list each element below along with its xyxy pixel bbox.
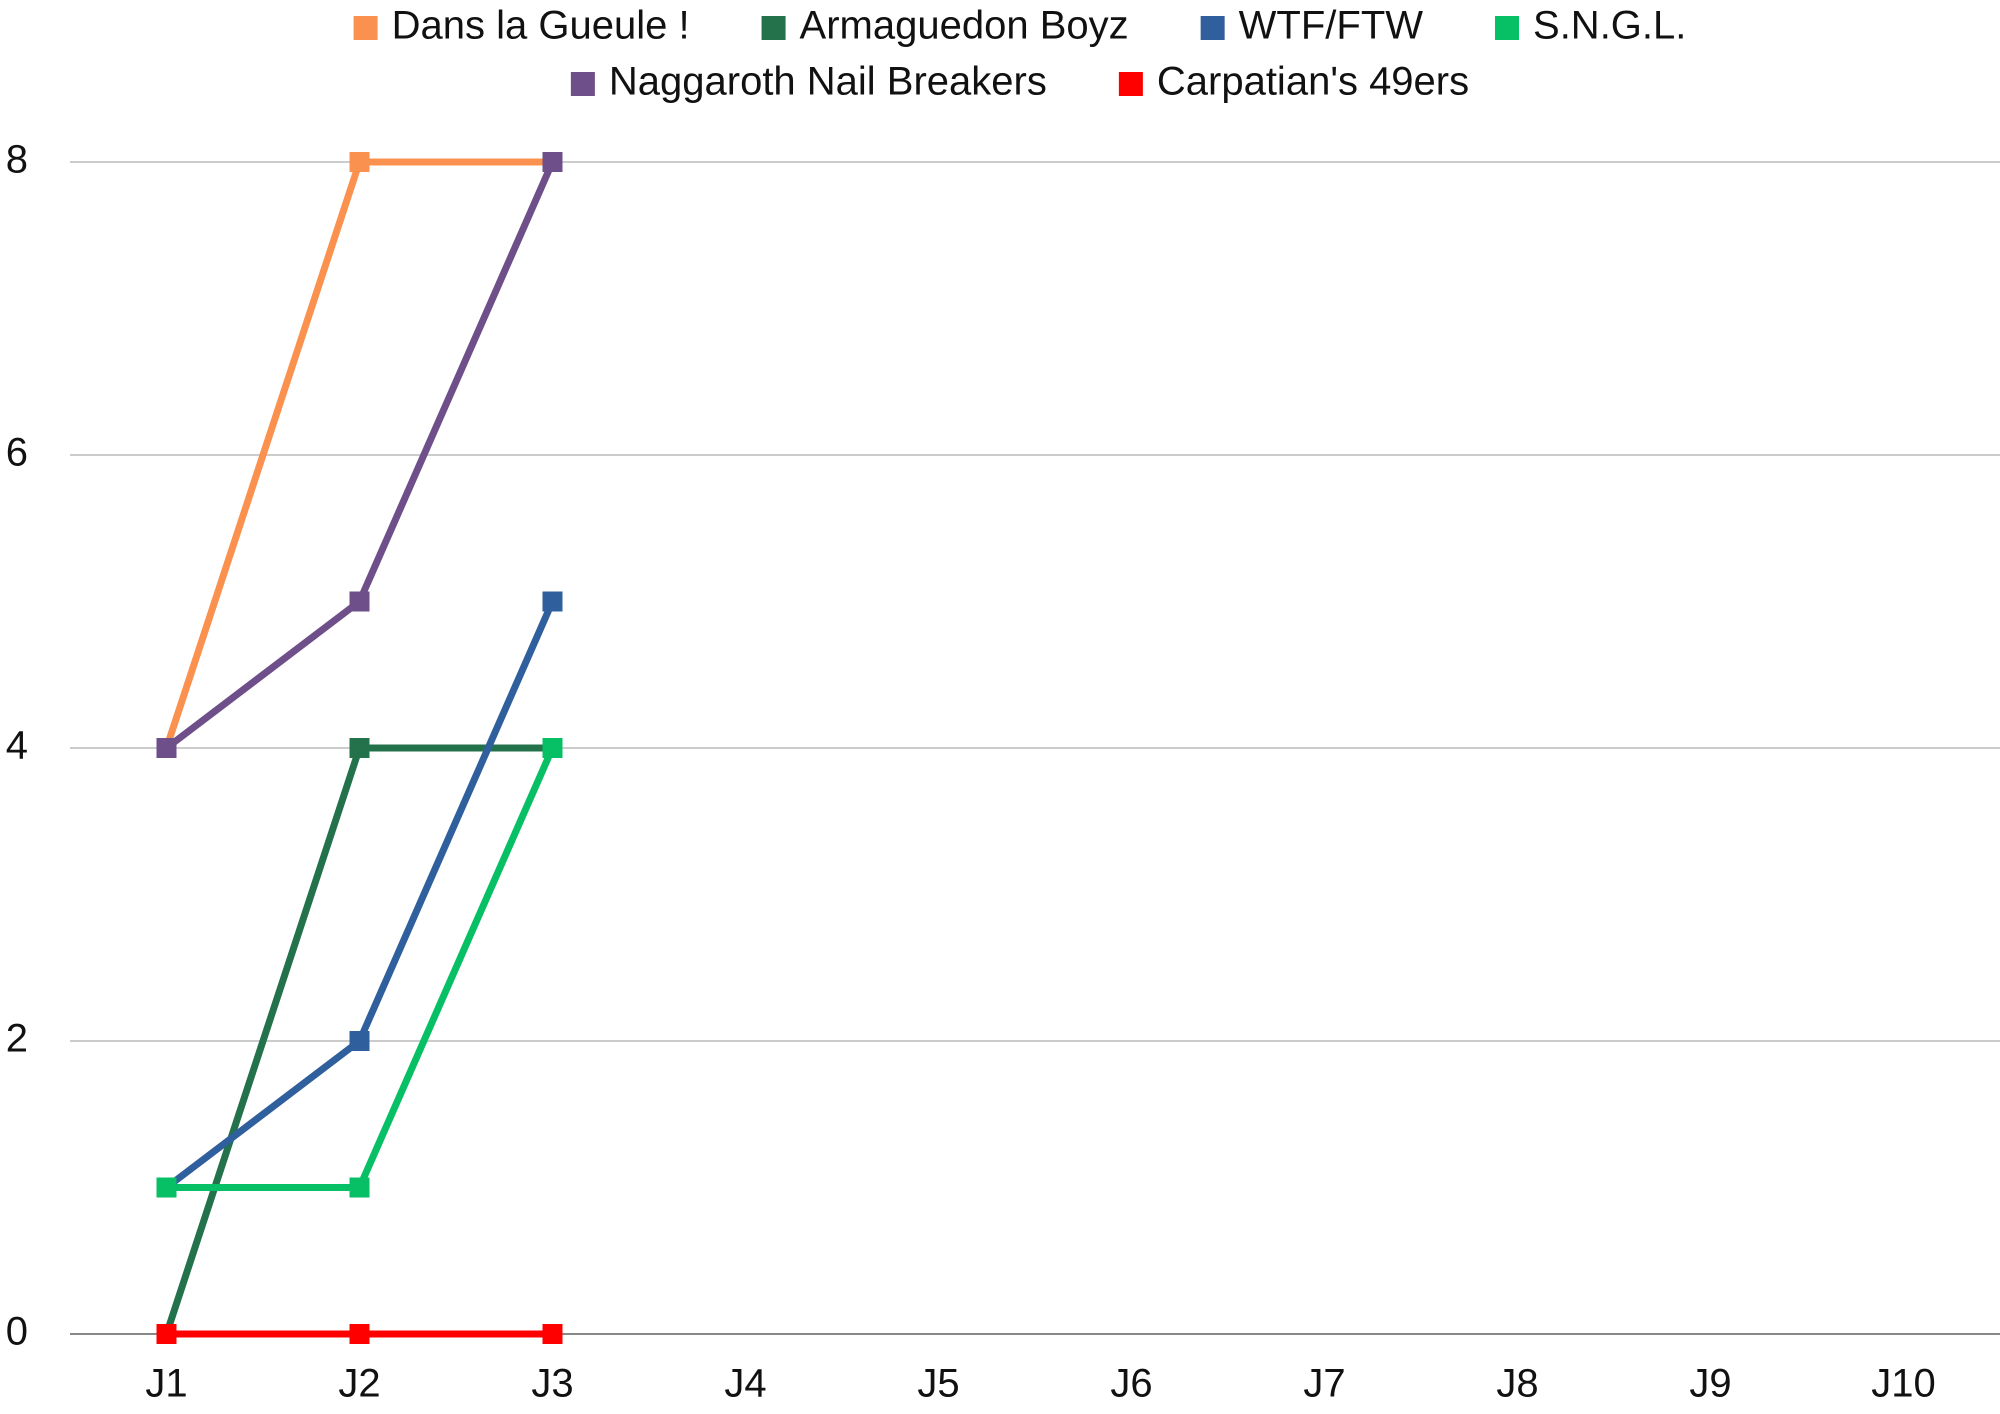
x-tick-label: J8 (1496, 1362, 1538, 1406)
legend-swatch (1200, 16, 1225, 40)
point-marker (156, 738, 177, 758)
y-tick-label: 8 (6, 138, 28, 182)
x-tick-label: J1 (145, 1362, 187, 1406)
y-tick-label: 2 (6, 1017, 28, 1061)
legend-label: WTF/FTW (1239, 4, 1424, 48)
legend-swatch (761, 16, 786, 40)
legend-row: Dans la Gueule ! Armaguedon Boyz WTF/FTW S.… (353, 4, 1686, 48)
point-marker (542, 591, 563, 612)
legend-label: Dans la Gueule ! (392, 4, 690, 48)
x-tick-label: J9 (1689, 1362, 1731, 1406)
legend-row: Naggaroth Nail Breakers Carpatian's 49ers (570, 60, 1469, 104)
x-tick-label: J7 (1303, 1362, 1345, 1406)
series-line (166, 746, 556, 1191)
point-marker (542, 1324, 563, 1344)
legend-swatch (1118, 72, 1143, 96)
series-line (164, 600, 556, 1191)
x-tick-label: J3 (531, 1362, 573, 1406)
y-tick-label: 0 (6, 1310, 28, 1354)
y-tick-label: 4 (6, 724, 28, 768)
point-marker (542, 152, 563, 172)
point-marker (349, 1031, 370, 1051)
point-marker (156, 1177, 177, 1198)
legend-label: Armaguedon Boyz (800, 4, 1129, 48)
x-tick-label: J10 (1871, 1362, 1936, 1406)
point-marker (349, 738, 370, 758)
point-marker (349, 591, 370, 612)
x-tick-label: J4 (724, 1362, 766, 1406)
y-tick-label: 6 (6, 431, 28, 475)
x-tick-label: J2 (338, 1362, 380, 1406)
legend-swatch (353, 16, 378, 40)
point-marker (349, 152, 370, 172)
point-marker (156, 1324, 177, 1344)
legend-label: Naggaroth Nail Breakers (609, 60, 1047, 104)
legend-label: S.N.G.L. (1533, 4, 1686, 48)
legend-label: Carpatian's 49ers (1157, 60, 1469, 104)
legend-swatch (1495, 16, 1520, 40)
legend-swatch (570, 72, 595, 96)
x-tick-label: J6 (1110, 1362, 1152, 1406)
x-tick-label: J5 (917, 1362, 959, 1406)
point-marker (349, 1177, 370, 1198)
point-marker (349, 1324, 370, 1344)
point-marker (542, 738, 563, 758)
